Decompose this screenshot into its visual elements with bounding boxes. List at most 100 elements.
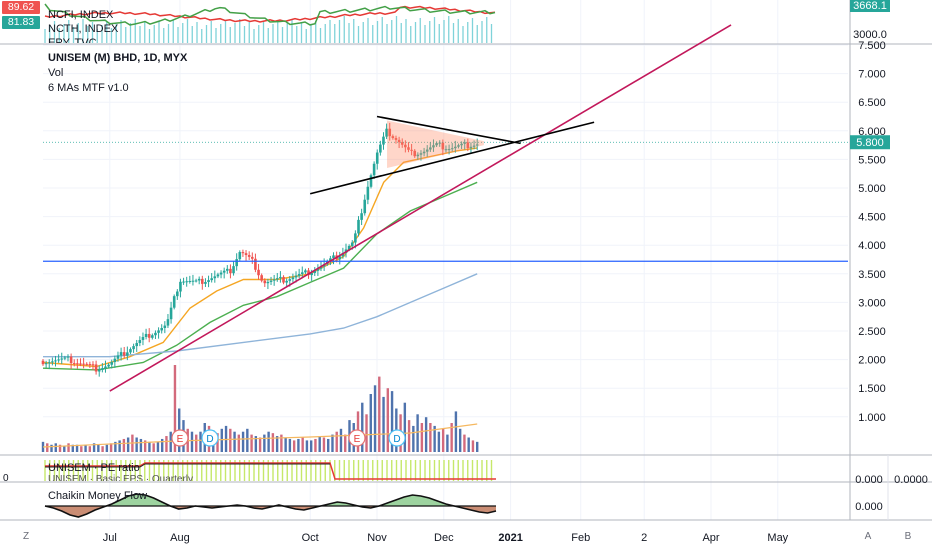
volume-bar: [195, 434, 198, 452]
event-badge-label: D: [393, 434, 400, 445]
volume-bar: [199, 431, 202, 452]
candle-body: [438, 142, 442, 144]
candle-body: [435, 143, 438, 146]
volume-bar: [458, 428, 462, 452]
candle-body: [216, 274, 220, 277]
auto-scale-button[interactable]: A: [864, 531, 872, 542]
candle-body: [204, 281, 207, 284]
moving-averages: [42, 147, 478, 371]
time-axis: Jul Aug Oct Nov Dec 2021 Feb 2 Apr May: [103, 532, 789, 544]
volume-bar: [314, 438, 317, 452]
volume-bar: [118, 440, 121, 452]
candle-body: [85, 363, 89, 365]
volume-bar: [63, 446, 66, 452]
pe-line: [45, 462, 496, 480]
candle-body: [319, 266, 323, 269]
last-price-tag: 5.800: [856, 137, 884, 149]
candle-body: [429, 147, 432, 150]
candle-body: [329, 258, 332, 262]
candle-body: [51, 361, 54, 363]
candle-body: [250, 256, 254, 259]
candle-body: [366, 186, 370, 200]
candle-body: [101, 368, 104, 370]
volume-bar: [80, 446, 83, 452]
pe-legend[interactable]: UNISEM · PE ratio: [48, 462, 140, 474]
volume-bar: [309, 440, 313, 452]
candle-body: [394, 138, 398, 140]
volume-bar: [156, 441, 160, 452]
candle-body: [257, 269, 260, 276]
candle-body: [191, 280, 195, 282]
event-badge-label: E: [354, 434, 361, 445]
drawing-lines: [43, 24, 848, 392]
pe-axis-tick-0: 0.000: [855, 474, 883, 486]
top-legend-2[interactable]: NCTH, INDEX: [48, 23, 119, 35]
candle-body: [260, 275, 263, 281]
volume-bar: [280, 434, 283, 452]
volume-bar: [143, 440, 147, 452]
volume-bar: [420, 423, 424, 452]
candle-body: [416, 154, 420, 157]
candle-body: [466, 142, 470, 149]
cmf-axis-tick-0: 0.000: [855, 501, 883, 513]
candle-body: [113, 358, 117, 363]
candle-body: [169, 307, 173, 320]
price-tick-label: 5.500: [858, 154, 886, 166]
volume-bar: [246, 428, 249, 452]
volume-bar: [50, 444, 53, 452]
candle-body: [444, 149, 448, 151]
b-button[interactable]: B: [904, 531, 912, 542]
candle-body: [116, 355, 120, 359]
zoom-button[interactable]: Z: [22, 531, 30, 542]
candle-body: [422, 151, 426, 154]
candle-body: [447, 149, 451, 151]
candle-body: [463, 142, 467, 144]
candle-body: [72, 363, 76, 365]
pe-eps-note[interactable]: UNISEM · Basic EPS · Quarterly: [48, 474, 194, 481]
ma-line-2: [43, 273, 478, 358]
candle-body: [282, 276, 285, 283]
volume-bar: [84, 444, 87, 452]
candle-body: [176, 291, 179, 297]
top-legend-1[interactable]: NCFI, INDEX: [48, 9, 114, 21]
legend-vol[interactable]: Vol: [48, 67, 64, 79]
candle-body: [219, 272, 223, 275]
candle-body: [360, 213, 363, 220]
volume-bar: [361, 402, 364, 452]
price-tick-label: 3.500: [858, 269, 886, 281]
volume-bar: [339, 428, 343, 452]
time-tick-label: Oct: [302, 532, 319, 544]
candle-body: [107, 364, 110, 367]
volume-bar: [446, 434, 449, 452]
top-axis-tick-0: 3668.1: [853, 0, 887, 12]
legend-mas[interactable]: 6 MAs MTF v1.0: [48, 82, 129, 94]
candle-body: [47, 362, 51, 364]
candle-body: [197, 278, 201, 281]
top-badge-1: 89.62: [2, 1, 40, 14]
candle-body: [157, 330, 160, 333]
time-tick-label: Dec: [434, 532, 454, 544]
top-legend-3[interactable]: EPY, TVC: [48, 37, 97, 43]
candle-body: [341, 252, 345, 257]
volume-bar: [403, 402, 407, 452]
volume-bar: [220, 428, 223, 452]
candle-body: [369, 175, 373, 187]
volume-bar: [126, 437, 130, 452]
event-badge-circle: [348, 429, 366, 447]
candle-body: [357, 219, 360, 234]
cmf-legend[interactable]: Chaikin Money Flow: [48, 490, 148, 502]
price-tick-label: 1.000: [858, 412, 886, 424]
volume-bar: [437, 431, 441, 452]
candle-body: [110, 362, 114, 365]
candle-body: [244, 253, 248, 256]
time-tick-label: Apr: [702, 532, 719, 544]
candle-body: [104, 366, 107, 369]
candle-body: [310, 272, 313, 276]
trend-line-0: [109, 24, 732, 392]
chart-title[interactable]: UNISEM (M) BHD, 1D, MYX: [48, 52, 188, 64]
candle-body: [388, 128, 392, 137]
volume-bar: [173, 365, 177, 452]
candle-body: [316, 268, 320, 271]
volume-bar: [450, 423, 453, 452]
